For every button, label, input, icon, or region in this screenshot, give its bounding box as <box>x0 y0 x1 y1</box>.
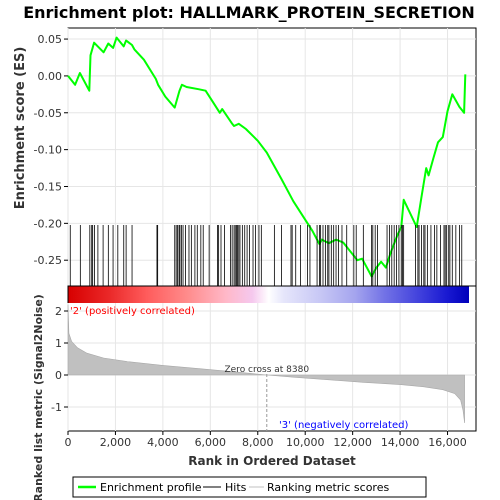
x-axis: 0 2,000 4,000 6,000 8,000 10,000 12,000 14,000 1… <box>65 431 467 449</box>
x-tick-label: 8,000 <box>242 436 274 449</box>
metric-panel: 2 1 0 -1 Zero cross at 8380 '2' (positively… <box>32 285 477 500</box>
rank-colorbar <box>68 286 469 303</box>
x-tick-label: 10,000 <box>286 436 325 449</box>
enrichment-profile-line <box>67 36 467 278</box>
metric-y-axis-label: Ranked list metric (Signal2Noise) <box>32 294 45 500</box>
x-tick-label: 16,000 <box>428 436 467 449</box>
es-y-axis: 0.05 0.00 -0.05 -0.10 -0.15 -0.20 -0.25 <box>34 33 68 267</box>
es-panel: 0.05 0.00 -0.05 -0.10 -0.15 -0.20 -0.25 Enrich… <box>13 27 477 287</box>
x-tick-label: 12,000 <box>333 436 372 449</box>
x-tick-label: 0 <box>65 436 72 449</box>
metric-y-tick-label: 0 <box>55 369 62 382</box>
es-y-axis-label: Enrichment score (ES) <box>13 47 28 210</box>
positive-correlation-label: '2' (positively correlated) <box>70 306 195 317</box>
legend-label-enrichment: Enrichment profile <box>100 481 202 494</box>
x-tick-label: 4,000 <box>147 436 179 449</box>
es-panel-frame <box>67 27 477 287</box>
legend-label-ranking: Ranking metric scores <box>267 481 389 494</box>
es-y-tick-label: -0.25 <box>34 254 62 267</box>
x-tick-label: 14,000 <box>381 436 420 449</box>
x-tick-label: 2,000 <box>100 436 132 449</box>
es-grid <box>67 28 476 286</box>
es-y-tick-label: -0.20 <box>34 217 62 230</box>
x-tick-label: 6,000 <box>195 436 227 449</box>
es-y-tick-label: -0.15 <box>34 180 62 193</box>
es-y-tick-label: 0.00 <box>38 70 63 83</box>
legend-label-hits: Hits <box>225 481 247 494</box>
metric-area-group <box>67 304 465 424</box>
metric-y-tick-label: -1 <box>51 401 62 414</box>
chart-title: Enrichment plot: HALLMARK_PROTEIN_SECRET… <box>23 3 475 22</box>
zero-cross-label: Zero cross at 8380 <box>224 365 309 375</box>
es-y-tick-label: -0.05 <box>34 107 62 120</box>
ranking-metric-area <box>67 304 465 424</box>
metric-y-tick-label: 2 <box>55 305 62 318</box>
metric-y-axis: 2 1 0 -1 <box>51 305 68 414</box>
legend: Enrichment profile Hits Ranking metric s… <box>72 476 427 498</box>
es-y-tick-label: 0.05 <box>38 33 63 46</box>
metric-y-tick-label: 1 <box>55 337 62 350</box>
es-curve-group <box>67 36 467 278</box>
rank-colorbar-fill <box>68 286 469 303</box>
negative-correlation-label: '3' (negatively correlated) <box>279 420 408 431</box>
es-y-tick-label: -0.10 <box>34 144 62 157</box>
hits-group <box>69 225 463 286</box>
x-axis-label: Rank in Ordered Dataset <box>188 454 356 468</box>
